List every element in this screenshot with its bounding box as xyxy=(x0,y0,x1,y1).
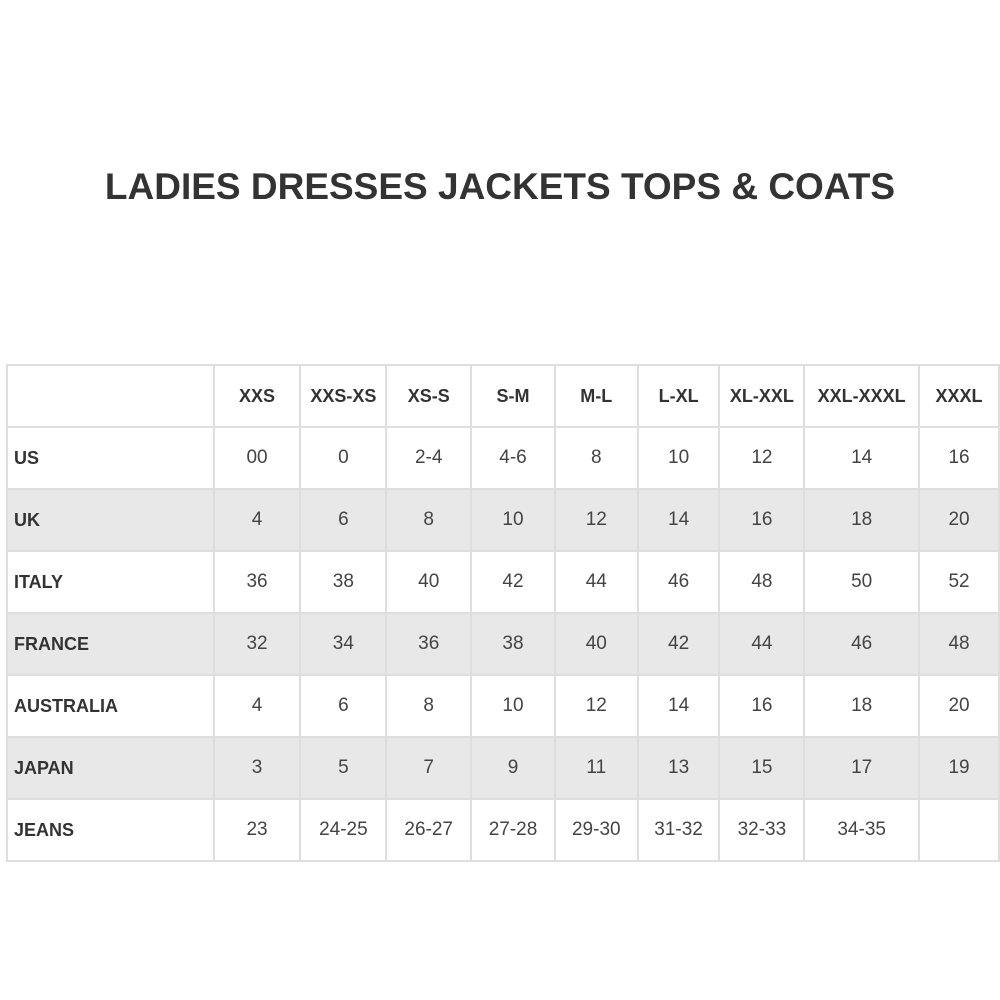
size-cell: 9 xyxy=(470,736,556,800)
size-cell: 34-35 xyxy=(803,798,921,862)
size-cell: 32 xyxy=(212,612,302,676)
size-cell: 4 xyxy=(212,674,302,738)
header-row: XXS XXS-XS XS-S S-M M-L L-XL XL-XXL XXL-XXXL XXX… xyxy=(6,364,1000,428)
size-cell: 48 xyxy=(918,612,1000,676)
size-cell: 3 xyxy=(212,736,302,800)
size-header: S-M xyxy=(470,364,556,428)
size-cell: 40 xyxy=(385,550,473,614)
size-cell: 50 xyxy=(803,550,921,614)
size-cell: 29-30 xyxy=(553,798,639,862)
size-row: ITALY 36 38 40 42 44 46 48 50 52 xyxy=(6,550,1000,614)
size-cell: 0 xyxy=(299,426,388,490)
size-cell: 52 xyxy=(918,550,1000,614)
corner-cell xyxy=(6,364,215,428)
size-row: AUSTRALIA 4 6 8 10 12 14 16 18 20 xyxy=(6,674,1000,738)
size-header: XS-S xyxy=(385,364,473,428)
size-header: XXS-XS xyxy=(299,364,388,428)
size-cell: 7 xyxy=(385,736,473,800)
size-cell: 26-27 xyxy=(385,798,473,862)
size-cell: 12 xyxy=(718,426,806,490)
title: LADIES DRESSES JACKETS TOPS & COATS xyxy=(104,166,896,207)
size-cell: 10 xyxy=(636,426,721,490)
row-label: JAPAN xyxy=(6,736,215,800)
size-cell: 8 xyxy=(385,488,473,552)
size-cell: 48 xyxy=(718,550,806,614)
size-header: XL-XXL xyxy=(718,364,806,428)
size-cell: 24-25 xyxy=(299,798,388,862)
row-label: AUSTRALIA xyxy=(6,674,215,738)
size-cell: 13 xyxy=(636,736,721,800)
table-body: XXS XXS-XS XS-S S-M M-L L-XL XL-XXL XXL-XXXL XXX… xyxy=(6,364,1000,862)
row-label: FRANCE xyxy=(6,612,215,676)
size-cell: 6 xyxy=(299,674,388,738)
size-row: UK 4 6 8 10 12 14 16 18 20 xyxy=(6,488,1000,552)
size-header: XXS xyxy=(212,364,302,428)
size-cell: 00 xyxy=(212,426,302,490)
size-cell: 20 xyxy=(918,488,1000,552)
size-cell: 36 xyxy=(212,550,302,614)
size-cell: 16 xyxy=(718,674,806,738)
size-row: JAPAN 3 5 7 9 11 13 15 17 19 xyxy=(6,736,1000,800)
size-cell: 44 xyxy=(718,612,806,676)
size-cell: 10 xyxy=(470,674,556,738)
size-header: XXL-XXXL xyxy=(803,364,921,428)
size-cell: 4 xyxy=(212,488,302,552)
size-cell: 17 xyxy=(803,736,921,800)
size-row: JEANS 23 24-25 26-27 27-28 29-30 31-32 32-33 34-… xyxy=(6,798,1000,862)
size-cell: 31-32 xyxy=(636,798,721,862)
size-cell: 12 xyxy=(553,674,639,738)
size-cell: 38 xyxy=(299,550,388,614)
size-cell xyxy=(918,798,1000,862)
size-cell: 27-28 xyxy=(470,798,556,862)
size-cell: 42 xyxy=(470,550,556,614)
size-header: L-XL xyxy=(636,364,721,428)
size-cell: 16 xyxy=(718,488,806,552)
size-cell: 23 xyxy=(212,798,302,862)
size-cell: 10 xyxy=(470,488,556,552)
size-cell: 12 xyxy=(553,488,639,552)
size-cell: 15 xyxy=(718,736,806,800)
size-cell: 4-6 xyxy=(470,426,556,490)
size-row: FRANCE 32 34 36 38 40 42 44 46 48 xyxy=(6,612,1000,676)
size-cell: 18 xyxy=(803,674,921,738)
size-cell: 36 xyxy=(385,612,473,676)
size-cell: 20 xyxy=(918,674,1000,738)
size-cell: 40 xyxy=(553,612,639,676)
size-cell: 32-33 xyxy=(718,798,806,862)
size-cell: 16 xyxy=(918,426,1000,490)
size-header: XXXL xyxy=(918,364,1000,428)
size-header: M-L xyxy=(553,364,639,428)
row-label: US xyxy=(6,426,215,490)
size-row: US 00 0 2-4 4-6 8 10 12 14 16 xyxy=(6,426,1000,490)
size-cell: 19 xyxy=(918,736,1000,800)
size-cell: 42 xyxy=(636,612,721,676)
size-cell: 5 xyxy=(299,736,388,800)
size-cell: 38 xyxy=(470,612,556,676)
size-cell: 6 xyxy=(299,488,388,552)
size-cell: 18 xyxy=(803,488,921,552)
size-cell: 8 xyxy=(553,426,639,490)
size-cell: 2-4 xyxy=(385,426,473,490)
size-cell: 14 xyxy=(636,488,721,552)
size-cell: 11 xyxy=(553,736,639,800)
row-label: UK xyxy=(6,488,215,552)
size-table: XXS XXS-XS XS-S S-M M-L L-XL XL-XXL XXL-XXXL XXX… xyxy=(6,364,1000,862)
size-cell: 44 xyxy=(553,550,639,614)
size-cell: 14 xyxy=(803,426,921,490)
row-label: JEANS xyxy=(6,798,215,862)
row-label: ITALY xyxy=(6,550,215,614)
size-cell: 34 xyxy=(299,612,388,676)
size-cell: 14 xyxy=(636,674,721,738)
size-cell: 8 xyxy=(385,674,473,738)
size-cell: 46 xyxy=(636,550,721,614)
size-cell: 46 xyxy=(803,612,921,676)
